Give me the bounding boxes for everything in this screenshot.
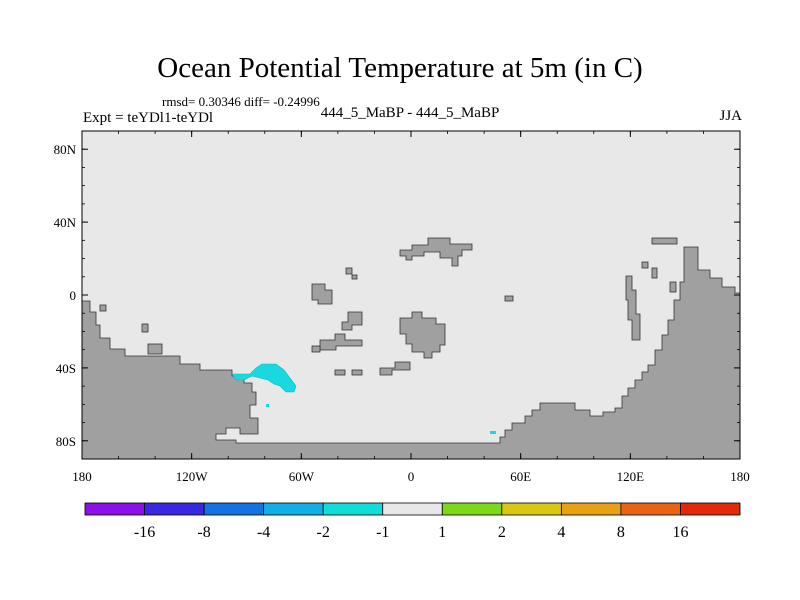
land-island bbox=[669, 281, 677, 293]
x-tick-label: 120W bbox=[176, 469, 209, 484]
anomaly-patch bbox=[231, 363, 297, 393]
colorbar: -16 -8 -4 -2 -1 1 2 4 8 16 bbox=[84, 502, 741, 541]
land-island bbox=[641, 261, 649, 269]
land-island bbox=[351, 274, 358, 280]
colorbar-label: 1 bbox=[438, 524, 446, 541]
land-continent-central bbox=[399, 311, 446, 359]
land-island bbox=[147, 343, 163, 355]
colorbar-swatch bbox=[84, 502, 145, 516]
colorbar-swatch bbox=[680, 502, 741, 516]
colorbar-swatch bbox=[441, 502, 503, 516]
land-island bbox=[504, 295, 514, 302]
y-tick-label: 40S bbox=[56, 361, 76, 376]
y-tick-label: 80N bbox=[54, 142, 77, 157]
colorbar-swatch bbox=[560, 502, 622, 516]
x-tick-label: 60W bbox=[289, 469, 315, 484]
x-axis: 180 120W 60W 0 60E 120E 180 bbox=[72, 131, 750, 484]
colorbar-label: -1 bbox=[376, 524, 389, 541]
land-island bbox=[334, 369, 346, 376]
colorbar-label: 2 bbox=[498, 524, 506, 541]
colorbar-label: 8 bbox=[617, 524, 625, 541]
land-island bbox=[651, 267, 658, 279]
colorbar-swatch bbox=[203, 502, 265, 516]
colorbar-label: -8 bbox=[197, 524, 210, 541]
colorbar-swatch bbox=[322, 502, 384, 516]
colorbar-swatch bbox=[263, 502, 324, 516]
colorbar-label: 16 bbox=[672, 524, 688, 541]
anomaly-patch bbox=[490, 431, 496, 434]
colorbar-label: 4 bbox=[557, 524, 565, 541]
x-tick-label: 180 bbox=[72, 469, 92, 484]
anomaly-patch bbox=[266, 404, 269, 407]
x-tick-label: 180 bbox=[730, 469, 750, 484]
land-peninsula bbox=[625, 275, 641, 341]
y-tick-label: 40N bbox=[54, 215, 77, 230]
experiment-label: Expt = teYDl1-teYDl bbox=[83, 110, 214, 126]
x-tick-label: 120E bbox=[617, 469, 645, 484]
land-south-america bbox=[81, 246, 741, 460]
colorbar-swatch bbox=[620, 502, 681, 516]
stats-label: rmsd= 0.30346 diff= -0.24996 bbox=[162, 94, 320, 109]
x-tick-label: 0 bbox=[408, 469, 415, 484]
colorbar-swatch bbox=[501, 502, 562, 516]
y-tick-label: 0 bbox=[70, 288, 77, 303]
colorbar-swatch bbox=[382, 502, 443, 516]
land-continent-north bbox=[399, 237, 473, 267]
land-island bbox=[311, 345, 321, 353]
y-tick-label: 80S bbox=[56, 434, 76, 449]
land-island bbox=[651, 237, 678, 245]
land-island bbox=[341, 311, 363, 331]
colorbar-label: -2 bbox=[317, 524, 330, 541]
season-label: JJA bbox=[719, 108, 742, 124]
land-island bbox=[311, 283, 333, 305]
colorbar-swatch bbox=[144, 502, 205, 516]
land-island bbox=[379, 361, 411, 376]
colorbar-label: -4 bbox=[257, 524, 270, 541]
y-axis: 80N 40N 0 40S 80S bbox=[54, 130, 740, 460]
land-island bbox=[99, 304, 107, 312]
map-title: Ocean Potential Temperature at 5m (in C) bbox=[157, 52, 643, 84]
land-island bbox=[345, 267, 353, 275]
land-island bbox=[319, 333, 363, 351]
experiment-period-label: 444_5_MaBP - 444_5_MaBP bbox=[320, 105, 500, 121]
x-tick-label: 60E bbox=[510, 469, 531, 484]
land-island bbox=[141, 323, 149, 333]
colorbar-label: -16 bbox=[134, 524, 155, 541]
land-island bbox=[351, 369, 363, 376]
